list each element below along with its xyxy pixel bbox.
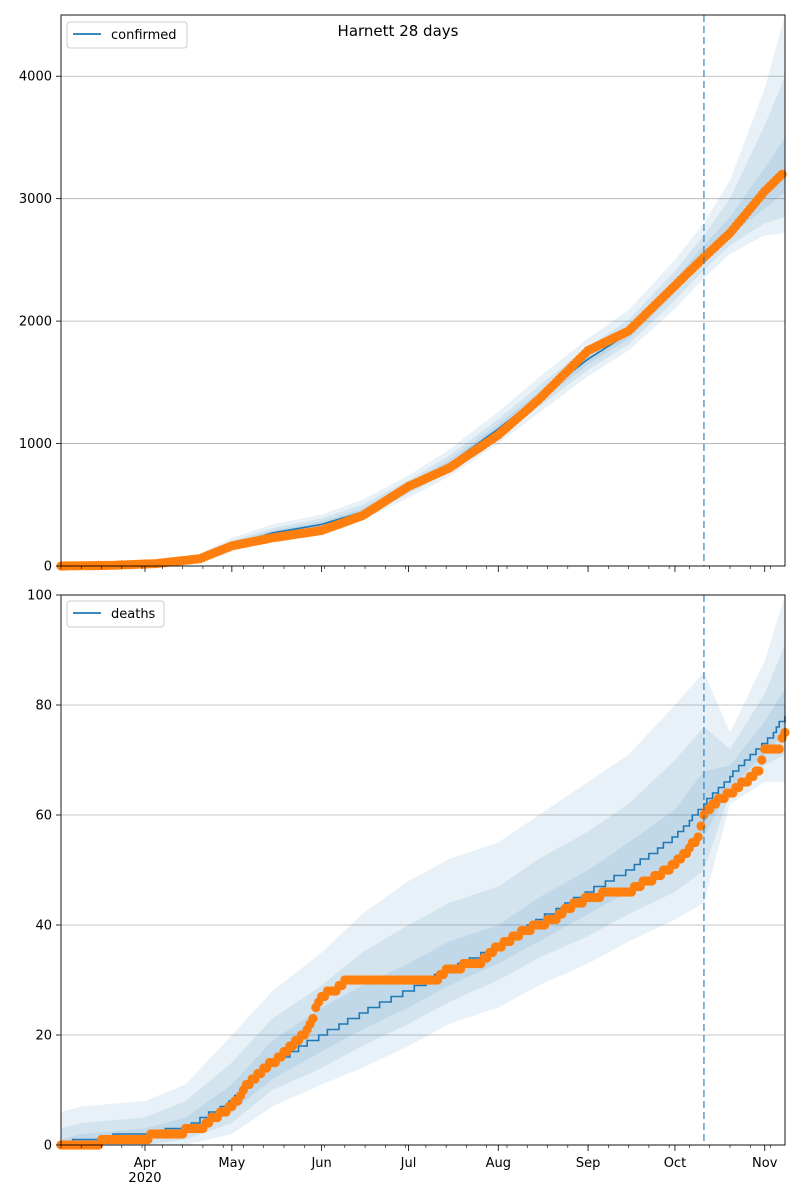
deaths-observed-point: [693, 832, 703, 842]
figure-title: Harnett 28 days: [338, 22, 459, 40]
confirmed-observed-point: [777, 169, 787, 179]
confirmed-y-tick-label: 4000: [19, 70, 52, 85]
deaths-y-tick-label: 60: [35, 809, 52, 824]
deaths-y-ticks: 0 20 40 60 80 100: [27, 589, 61, 1154]
confirmed-legend-box: [66, 21, 188, 49]
confirmed-x-ticks: [60, 566, 771, 572]
confirmed-panel: 0 1000 2000 3000 4000 confirmed: [19, 14, 787, 575]
x-month-label: Sep: [576, 1156, 601, 1171]
x-year-label: 2020: [128, 1171, 161, 1186]
deaths-y-tick-label: 80: [35, 699, 52, 714]
deaths-y-tick-label: 0: [44, 1139, 52, 1154]
confirmed-model-line: [61, 169, 786, 567]
deaths-x-ticks: [60, 1145, 771, 1151]
deaths-observed-point: [774, 744, 784, 754]
confirmed-frame-rect: [60, 14, 786, 567]
confirmed-model-path: [61, 169, 786, 567]
confirmed-band-3: [61, 137, 785, 566]
deaths-observed-point: [757, 755, 767, 765]
x-month-label: Nov: [752, 1156, 778, 1171]
confirmed-grid: [61, 75, 785, 567]
deaths-legend-label: deaths: [111, 607, 156, 622]
deaths-observed-point: [754, 766, 764, 776]
x-month-label: Apr: [134, 1156, 157, 1171]
deaths-legend: deaths: [66, 600, 165, 628]
deaths-y-tick-label: 40: [35, 919, 52, 934]
confirmed-observed-points: [56, 169, 787, 571]
confirmed-legend: confirmed: [66, 21, 188, 49]
x-month-label: Aug: [486, 1156, 511, 1171]
confirmed-axes-frame: [60, 14, 786, 567]
x-month-label: May: [218, 1156, 245, 1171]
confirmed-legend-label: confirmed: [111, 28, 177, 43]
confirmed-y-tick-label: 3000: [19, 192, 52, 207]
deaths-observed-points: [56, 727, 790, 1150]
deaths-y-tick-label: 100: [27, 589, 52, 604]
deaths-uncertainty-bands: [61, 595, 785, 1145]
deaths-band-2: [61, 644, 785, 1145]
deaths-frame-rect: [60, 594, 786, 1146]
deaths-y-tick-label: 20: [35, 1029, 52, 1044]
deaths-band-1: [61, 595, 785, 1145]
deaths-legend-box: [66, 600, 165, 628]
deaths-axes-frame: [60, 594, 786, 1146]
x-month-label: Jun: [310, 1156, 331, 1171]
deaths-observed-point: [308, 1013, 318, 1024]
confirmed-y-tick-label: 1000: [19, 437, 52, 452]
confirmed-y-ticks: 0 1000 2000 3000 4000: [19, 70, 61, 575]
confirmed-y-tick-label: 2000: [19, 315, 52, 330]
deaths-panel: 0 20 40 60 80 100 deaths: [27, 589, 790, 1154]
x-month-label: Jul: [400, 1156, 417, 1171]
x-month-label: Oct: [664, 1156, 686, 1171]
confirmed-y-tick-label: 0: [44, 560, 52, 575]
